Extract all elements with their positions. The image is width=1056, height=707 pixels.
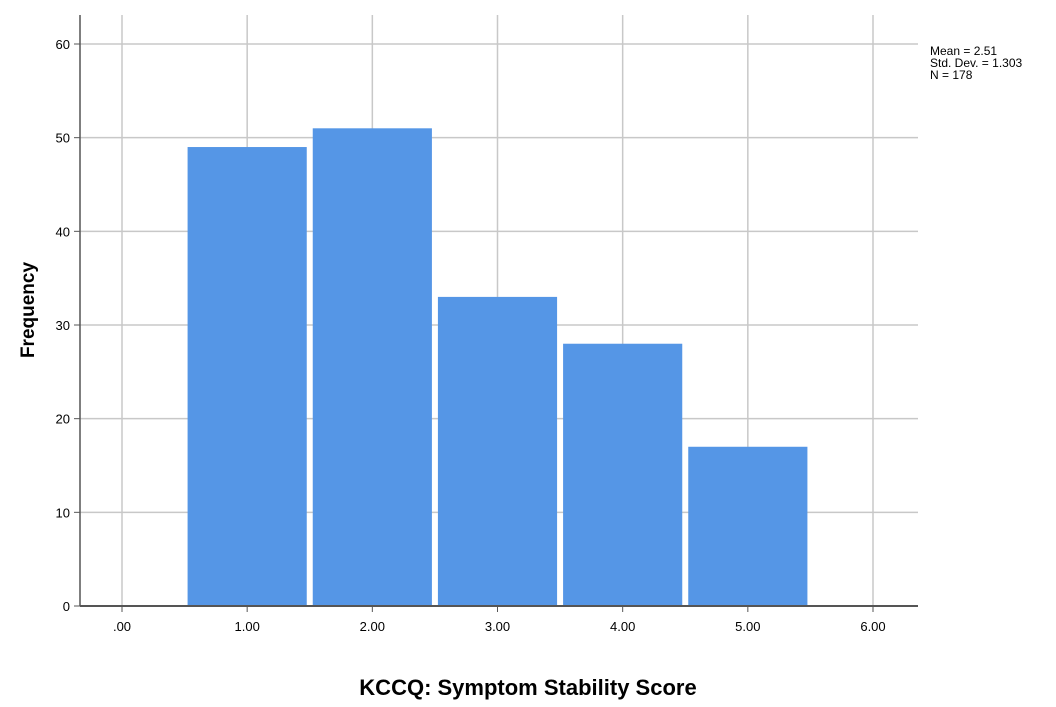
x-tick-label: 6.00 [860,619,885,634]
y-tick-labels: 0 10 20 30 40 50 60 [56,37,70,614]
stat-mean: Mean = 2.51 [930,44,998,58]
histogram-bar [688,446,808,606]
y-axis-title: Frequency [18,262,39,359]
statistics-box: Mean = 2.51 Std. Dev. = 1.303 N = 178 [930,45,1022,81]
axes [74,15,918,612]
y-tick-label: 0 [63,599,70,614]
y-tick-label: 20 [56,412,70,427]
y-tick-label: 50 [56,131,70,146]
x-tick-label: .00 [113,619,131,634]
histogram-bar [312,128,432,607]
histogram-bar [563,343,683,606]
x-tick-label: 1.00 [235,619,260,634]
histogram-bar [437,296,558,606]
y-tick-label: 30 [56,318,70,333]
x-tick-label: 4.00 [610,619,635,634]
histogram-bar [187,147,307,607]
y-tick-label: 60 [56,37,70,52]
stat-n: N = 178 [930,68,973,82]
stat-std-dev: Std. Dev. = 1.303 [930,56,1023,70]
y-tick-label: 10 [56,505,70,520]
bars [187,128,808,607]
y-tick-label: 40 [56,224,70,239]
x-tick-labels: .00 1.00 2.00 3.00 4.00 5.00 6.00 [113,619,886,634]
x-tick-label: 5.00 [735,619,760,634]
x-axis-title: KCCQ: Symptom Stability Score [359,675,697,700]
x-tick-label: 3.00 [485,619,510,634]
x-tick-label: 2.00 [360,619,385,634]
